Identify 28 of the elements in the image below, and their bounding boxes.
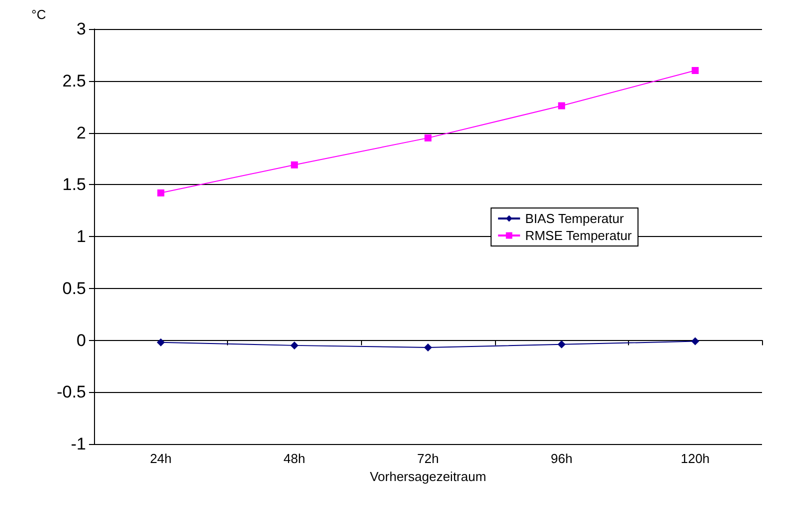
- x-tick-label: 72h: [417, 451, 439, 466]
- y-tick-label: 1: [76, 227, 86, 246]
- y-tick-label: 3: [76, 20, 86, 38]
- point: [692, 67, 699, 74]
- y-tick-label: -0.5: [56, 382, 86, 402]
- y-tick-label: 2: [76, 123, 86, 142]
- y-tick-label: 0.5: [62, 278, 86, 298]
- point: [290, 161, 298, 168]
- y-axis-title: °C: [31, 7, 46, 22]
- x-tick-label: 96h: [550, 451, 572, 466]
- legend-label: BIAS Temperatur: [525, 211, 624, 226]
- point: [424, 134, 432, 142]
- point: [558, 340, 566, 348]
- point: [558, 102, 566, 110]
- point: [290, 341, 298, 350]
- x-tick-label: 24h: [150, 451, 172, 466]
- y-tick-label: 0: [76, 330, 86, 350]
- point: [157, 189, 164, 196]
- legend-label: RMSE Temperatur: [525, 228, 632, 243]
- x-tick-label: 120h: [680, 451, 710, 466]
- point: [156, 338, 165, 346]
- x-axis-title: Vorhersagezeitraum: [370, 469, 486, 484]
- y-tick-label: 2.5: [62, 71, 86, 90]
- point: [424, 344, 432, 352]
- y-tick-label: -1: [70, 434, 86, 454]
- y-tick-label: 1.5: [62, 175, 86, 194]
- point: [691, 337, 700, 346]
- x-tick-label: 48h: [284, 451, 306, 466]
